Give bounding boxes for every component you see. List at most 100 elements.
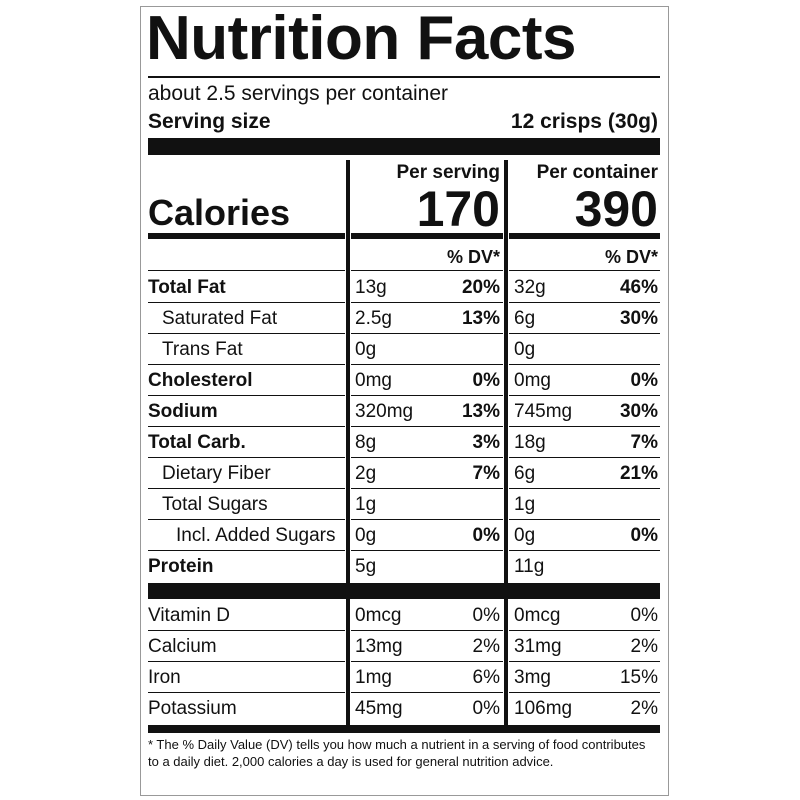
- amount: 8g: [355, 432, 377, 453]
- rule: [148, 488, 345, 489]
- amount: 2g: [355, 463, 377, 484]
- calories-value: 170: [416, 181, 500, 237]
- nutrient-name: Trans Fat: [162, 339, 243, 360]
- column-header: Per serving: [396, 162, 501, 183]
- daily-value: 20%: [461, 277, 500, 298]
- servings: about 2.5 servings per container: [148, 82, 449, 105]
- rule: [351, 550, 503, 551]
- nutrient-name: Vitamin D: [148, 605, 231, 626]
- serving-size-label: Serving size: [148, 110, 271, 133]
- rule: [148, 233, 345, 239]
- amount: 32g: [514, 277, 546, 298]
- nutrient-name: Cholesterol: [148, 370, 253, 391]
- amount: 0g: [514, 525, 536, 546]
- amount: 31mg: [514, 636, 562, 657]
- daily-value: 30%: [619, 401, 658, 422]
- amount: 0mcg: [514, 605, 561, 626]
- rule: [509, 302, 660, 303]
- rule: [351, 333, 503, 334]
- nutrient-name: Protein: [148, 556, 214, 577]
- rule: [351, 302, 503, 303]
- daily-value: 7%: [630, 432, 658, 453]
- amount: 2.5g: [355, 308, 392, 329]
- dv-header: % DV*: [604, 247, 658, 267]
- amount: 106mg: [514, 698, 573, 719]
- daily-value: 0%: [472, 370, 500, 391]
- rule: [148, 333, 345, 334]
- rule: [509, 364, 660, 365]
- daily-value: 21%: [619, 463, 658, 484]
- rule: [148, 457, 345, 458]
- daily-value: 2%: [472, 636, 500, 657]
- amount: 745mg: [514, 401, 573, 422]
- rule: [509, 270, 660, 271]
- amount: 13mg: [355, 636, 403, 657]
- amount: 45mg: [355, 698, 403, 719]
- serving-size-value: 12 crisps (30g): [510, 110, 658, 133]
- rule: [509, 630, 660, 631]
- title: Nutrition Facts: [146, 4, 576, 73]
- daily-value: 0%: [630, 525, 658, 546]
- rule: [351, 426, 503, 427]
- nutrient-name: Potassium: [148, 698, 237, 719]
- rule: [509, 519, 660, 520]
- amount: 1g: [514, 494, 536, 515]
- amount: 18g: [514, 432, 546, 453]
- daily-value: 6%: [472, 667, 500, 688]
- column-header: Per container: [536, 162, 658, 183]
- amount: 320mg: [355, 401, 414, 422]
- thick-rule: [148, 725, 660, 733]
- daily-value: 13%: [461, 401, 500, 422]
- daily-value: 7%: [472, 463, 500, 484]
- calories-value: 390: [574, 181, 658, 237]
- rule: [351, 457, 503, 458]
- rule: [351, 692, 503, 693]
- rule: [148, 692, 345, 693]
- nutrient-name: Sodium: [148, 401, 218, 422]
- rule: [509, 395, 660, 396]
- nutrient-name: Incl. Added Sugars: [176, 525, 336, 546]
- amount: 13g: [355, 277, 387, 298]
- rule: [351, 630, 503, 631]
- rule: [509, 550, 660, 551]
- nutrient-name: Total Fat: [148, 277, 226, 298]
- daily-value: 15%: [619, 667, 658, 688]
- label-border: [140, 6, 669, 796]
- rule: [509, 488, 660, 489]
- amount: 1mg: [355, 667, 392, 688]
- nutrient-name: Iron: [148, 667, 181, 688]
- amount: 5g: [355, 556, 377, 577]
- daily-value: 0%: [472, 525, 500, 546]
- daily-value: 30%: [619, 308, 658, 329]
- daily-value: 0%: [472, 605, 500, 626]
- daily-value: 0%: [630, 370, 658, 391]
- daily-value: 13%: [461, 308, 500, 329]
- rule: [148, 661, 345, 662]
- nutrient-name: Dietary Fiber: [162, 463, 271, 484]
- amount: 0g: [355, 525, 377, 546]
- footnote: * The % Daily Value (DV) tells you how m…: [148, 737, 646, 769]
- thick-rule: [148, 583, 660, 599]
- amount: 6g: [514, 308, 536, 329]
- rule: [148, 76, 660, 78]
- dv-header: % DV*: [446, 247, 500, 267]
- rule: [509, 692, 660, 693]
- amount: 0mg: [355, 370, 392, 391]
- rule: [351, 270, 503, 271]
- daily-value: 0%: [472, 698, 500, 719]
- rule: [351, 233, 503, 239]
- rule: [509, 457, 660, 458]
- amount: 0mcg: [355, 605, 402, 626]
- rule: [351, 364, 503, 365]
- column-divider: [504, 160, 508, 725]
- rule: [351, 488, 503, 489]
- daily-value: 46%: [619, 277, 658, 298]
- amount: 3mg: [514, 667, 551, 688]
- rule: [148, 364, 345, 365]
- column-divider: [346, 160, 350, 725]
- rule: [148, 395, 345, 396]
- nutrient-name: Total Carb.: [148, 432, 246, 453]
- rule: [351, 661, 503, 662]
- rule: [509, 661, 660, 662]
- amount: 1g: [355, 494, 377, 515]
